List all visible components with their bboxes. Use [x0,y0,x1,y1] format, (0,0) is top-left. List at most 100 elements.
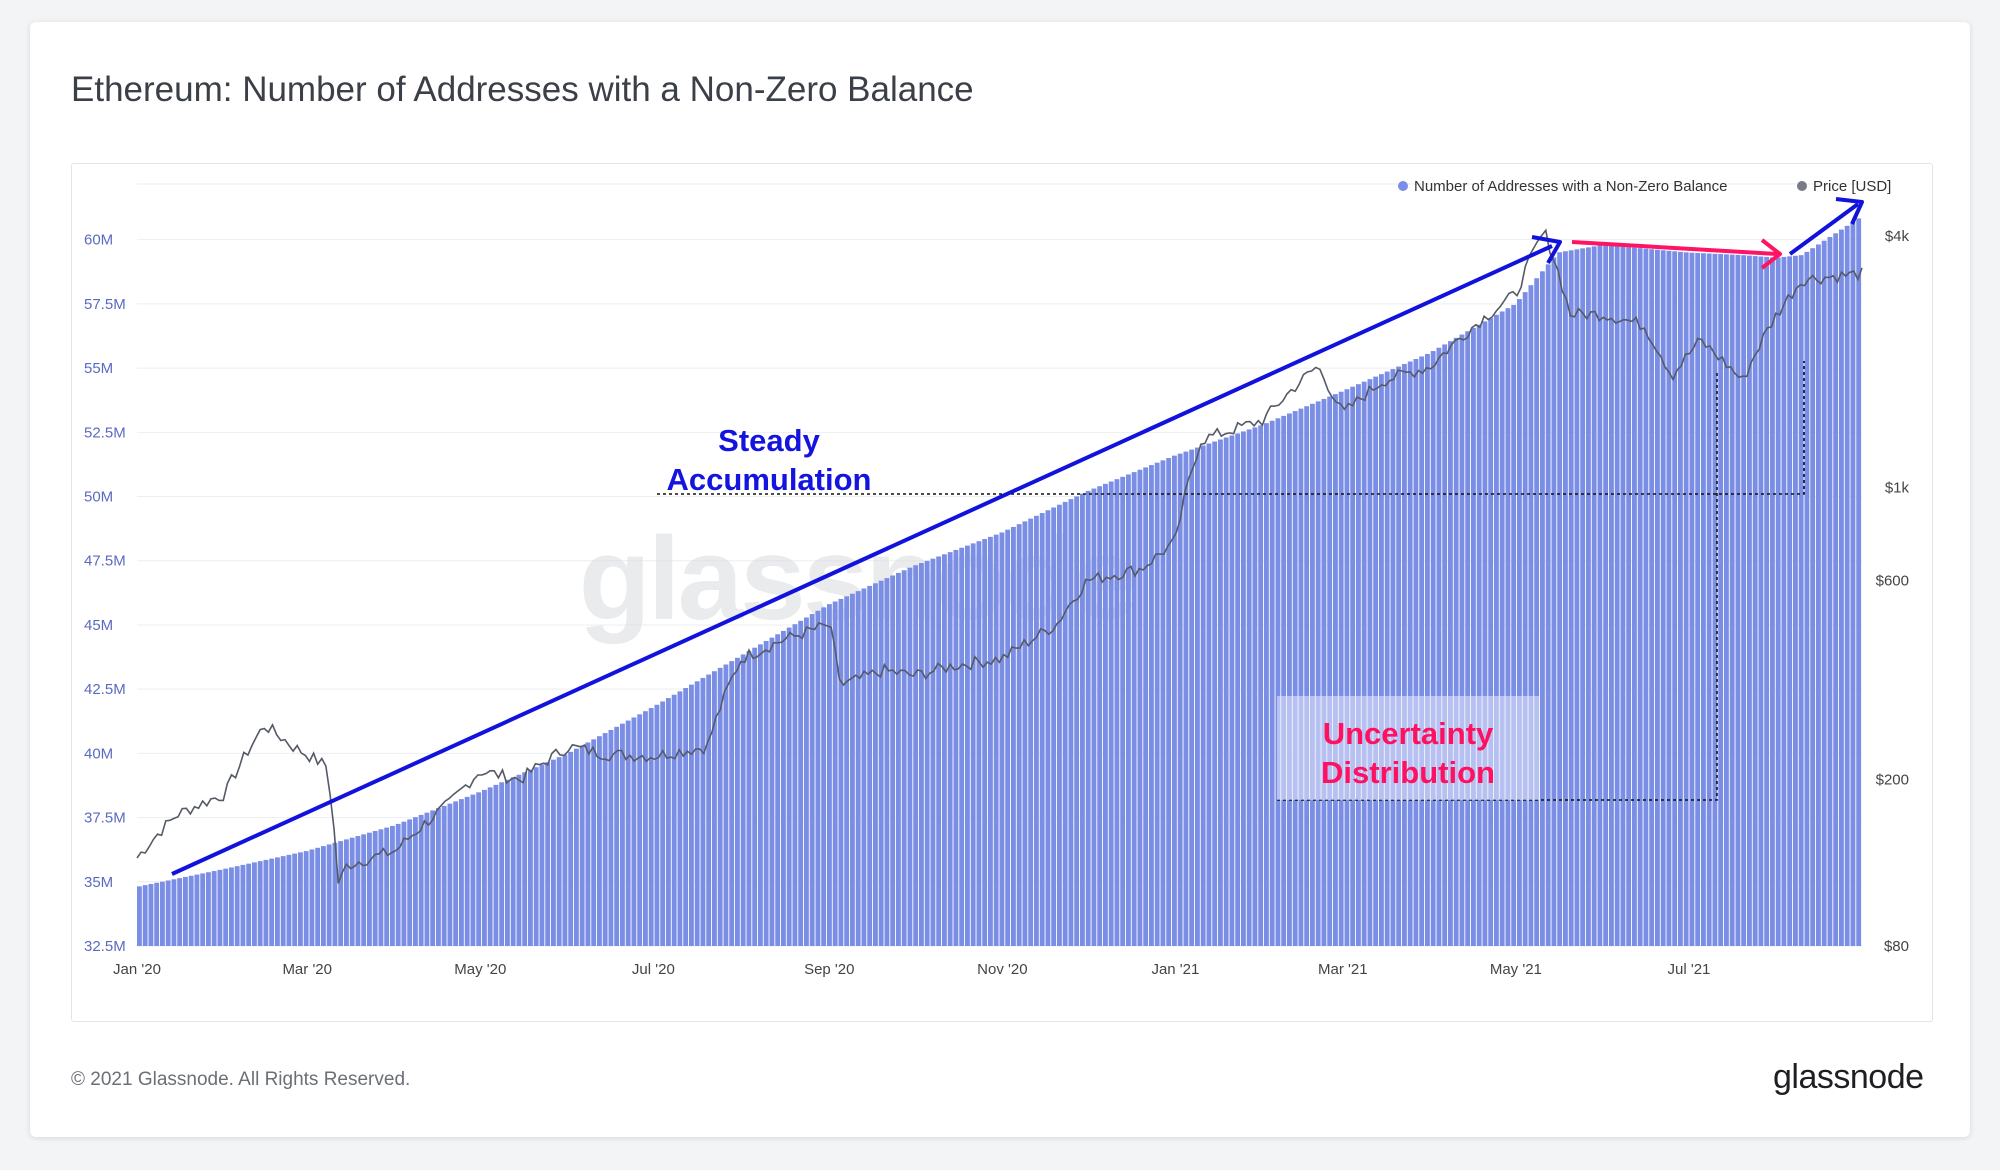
address-bar [1793,255,1798,946]
address-bar [666,698,671,946]
address-bar [367,832,372,946]
address-bar [1735,254,1741,946]
address-bar [1655,249,1660,947]
address-bar [884,578,890,946]
address-bar [1189,449,1195,946]
address-bar [1200,445,1206,946]
address-bar [142,885,148,946]
address-bar [781,630,786,946]
address-bar [1005,529,1011,946]
address-bar [758,644,763,946]
legend: Number of Addresses with a Non-Zero Bala… [1398,178,1891,195]
annotations: Steady Accumulation Uncertainty Distribu… [171,197,1864,876]
address-bar [280,856,286,946]
address-bar [637,714,643,946]
x-tick-label: Jan '21 [1151,961,1199,978]
address-bar [1482,321,1488,946]
address-bar [1471,327,1476,947]
y-left-tick-label: 60M [84,232,113,249]
address-bar [1419,356,1425,947]
address-bar [1356,384,1361,946]
address-bar [539,764,545,946]
address-bar [1373,376,1379,946]
address-bar [1632,247,1637,946]
address-bar [660,701,666,946]
address-bar [298,852,303,946]
address-bar [723,664,729,946]
address-bar [936,556,942,946]
y-left-tick-label: 42.5M [84,681,126,698]
brand-logo: glassnode [1773,1058,1924,1096]
address-bar [1120,476,1126,946]
address-bar [1103,483,1108,946]
y-left-tick-label: 50M [84,489,113,506]
address-bar [1396,366,1402,946]
address-bar [505,779,510,946]
address-bar [867,585,873,946]
address-bar [441,805,447,946]
address-bar [1172,455,1177,946]
address-bar [390,825,395,946]
y-right-tick-label: $200 [1876,772,1909,789]
address-bar [1614,246,1620,946]
address-bar [516,774,522,946]
address-bar [1350,386,1356,946]
address-bar [965,545,970,946]
y-left-tick-label: 52.5M [84,424,126,441]
address-bar [453,801,459,946]
address-bar [1287,413,1292,946]
address-bar [1206,443,1212,946]
address-bar [913,565,919,946]
y-left-tick-label: 45M [84,617,113,634]
address-bar [1603,245,1609,946]
address-bar [614,726,620,946]
address-bar [326,844,332,946]
address-bar [1166,458,1172,946]
address-bar [447,803,453,946]
address-bar [528,769,533,946]
address-bar [1011,526,1016,946]
address-bar [838,598,844,946]
address-bar [1241,431,1246,946]
breakout-arrow-head [1835,197,1864,225]
address-bar [1413,358,1419,946]
address-bar [464,796,470,946]
address-bar [1643,248,1649,947]
address-bar [1620,246,1626,947]
address-bar [1361,381,1367,946]
address-bar [654,704,660,946]
address-bar [1258,425,1264,946]
distribution-arrow [1571,240,1778,256]
address-bar [631,717,637,946]
address-bar [1085,490,1091,946]
address-bar [349,837,355,946]
address-bar [1062,501,1068,946]
address-bar [1758,256,1764,946]
address-bar [361,834,367,946]
address-bar [1672,251,1678,946]
address-bar [1833,233,1839,947]
address-bar [1798,255,1804,947]
address-bar [338,841,344,946]
address-bar [545,762,551,946]
address-bar [1137,469,1143,946]
address-bar [1453,337,1459,946]
address-bar [470,794,476,946]
address-bar [395,823,401,946]
address-bar [976,541,982,946]
address-bar [1091,488,1097,946]
x-tick-label: Mar '20 [282,961,332,978]
address-bar [643,711,648,946]
address-bar [252,862,257,946]
address-bar [585,742,591,946]
address-bar [798,620,804,946]
chart-title: Ethereum: Number of Addresses with a Non… [71,70,974,109]
address-bar [1557,252,1563,946]
address-bar [551,759,556,946]
address-bar [677,691,683,946]
x-tick-label: Jul '20 [632,961,675,978]
address-bar [907,567,913,946]
address-bar [717,667,723,946]
address-bar [625,720,631,946]
address-bar [792,624,798,946]
